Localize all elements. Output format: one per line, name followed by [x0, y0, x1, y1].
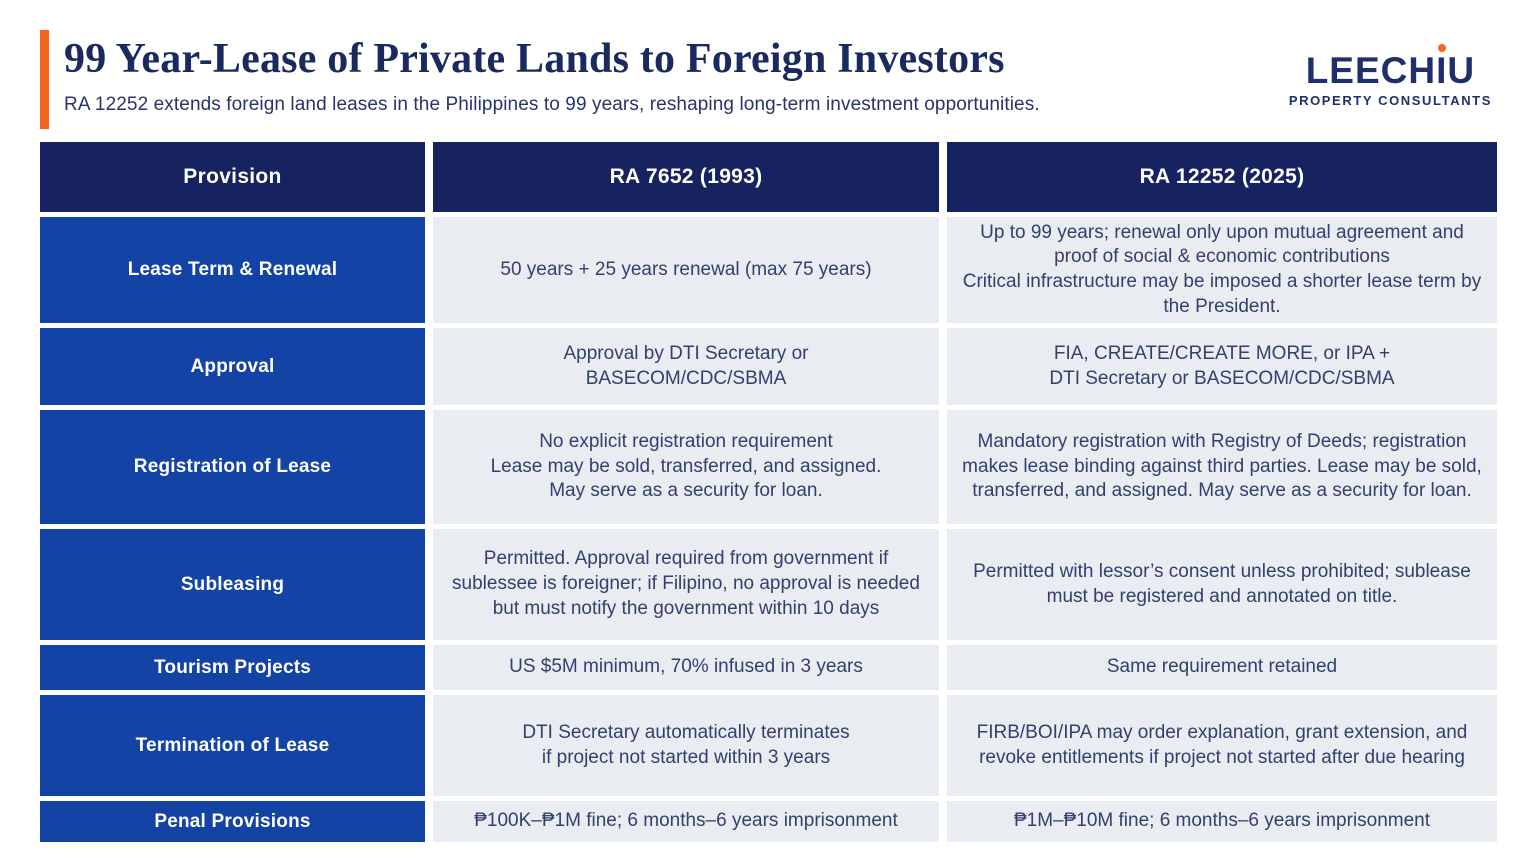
provision-cell-termination: Termination of Lease	[40, 695, 425, 796]
provision-cell-subleasing: Subleasing	[40, 529, 425, 640]
ra12252-cell-subleasing: Permitted with lessor’s consent unless p…	[947, 529, 1497, 640]
table-header-provision: Provision	[40, 142, 425, 212]
provision-cell-approval: Approval	[40, 328, 425, 405]
provision-cell-lease-term: Lease Term & Renewal	[40, 217, 425, 323]
ra12252-cell-registration: Mandatory registration with Registry of …	[947, 410, 1497, 524]
table-header-ra7652: RA 7652 (1993)	[433, 142, 939, 212]
logo-brand-text: LEECH IU	[1289, 44, 1492, 89]
ra12252-cell-lease-term: Up to 99 years; renewal only upon mutual…	[947, 217, 1497, 323]
page-title: 99 Year-Lease of Private Lands to Foreig…	[64, 36, 1005, 82]
table-header-ra12252: RA 12252 (2025)	[947, 142, 1497, 212]
ra7652-cell-tourism: US $5M minimum, 70% infused in 3 years	[433, 645, 939, 690]
comparison-table: Provision RA 7652 (1993) RA 12252 (2025)…	[40, 142, 1497, 842]
logo-tagline: PROPERTY CONSULTANTS	[1288, 93, 1492, 108]
page-subtitle: RA 12252 extends foreign land leases in …	[64, 94, 1040, 115]
ra7652-cell-registration: No explicit registration requirement Lea…	[433, 410, 939, 524]
provision-cell-registration: Registration of Lease	[40, 410, 425, 524]
ra12252-cell-approval: FIA, CREATE/CREATE MORE, or IPA + DTI Se…	[947, 328, 1497, 405]
ra7652-cell-subleasing: Permitted. Approval required from govern…	[433, 529, 939, 640]
ra7652-cell-termination: DTI Secretary automatically terminates i…	[433, 695, 939, 796]
logo-orange-dot-icon	[1437, 44, 1446, 52]
title-accent-bar	[40, 30, 49, 129]
ra12252-cell-termination: FIRB/BOI/IPA may order explanation, gran…	[947, 695, 1497, 796]
ra7652-cell-penal: ₱100K–₱1M fine; 6 months–6 years impriso…	[433, 801, 939, 842]
ra12252-cell-tourism: Same requirement retained	[947, 645, 1497, 690]
ra7652-cell-approval: Approval by DTI Secretary or BASECOM/CDC…	[433, 328, 939, 405]
leechiu-logo: LEECH IU PROPERTY CONSULTANTS	[1288, 44, 1492, 108]
ra12252-cell-penal: ₱1M–₱10M fine; 6 months–6 years imprison…	[947, 801, 1497, 842]
provision-cell-tourism: Tourism Projects	[40, 645, 425, 690]
provision-cell-penal: Penal Provisions	[40, 801, 425, 842]
ra7652-cell-lease-term: 50 years + 25 years renewal (max 75 year…	[433, 217, 939, 323]
